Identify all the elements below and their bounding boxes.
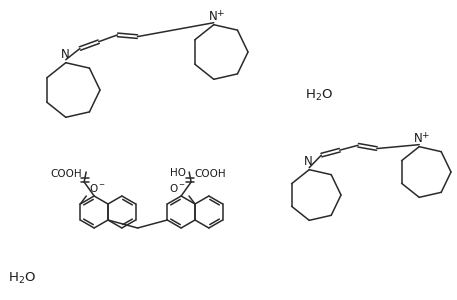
Text: N: N — [60, 48, 69, 61]
Text: COOH: COOH — [51, 169, 82, 179]
Text: N: N — [304, 155, 313, 168]
Text: N: N — [414, 132, 423, 145]
Text: +: + — [421, 131, 429, 140]
Text: HO: HO — [170, 168, 186, 178]
Text: +: + — [216, 9, 223, 18]
Text: O$^-$: O$^-$ — [169, 182, 186, 194]
Text: N: N — [208, 10, 217, 23]
Text: COOH: COOH — [194, 169, 226, 179]
Text: O$^-$: O$^-$ — [89, 182, 106, 194]
Text: H$_2$O: H$_2$O — [8, 271, 36, 286]
Text: H$_2$O: H$_2$O — [305, 87, 333, 103]
